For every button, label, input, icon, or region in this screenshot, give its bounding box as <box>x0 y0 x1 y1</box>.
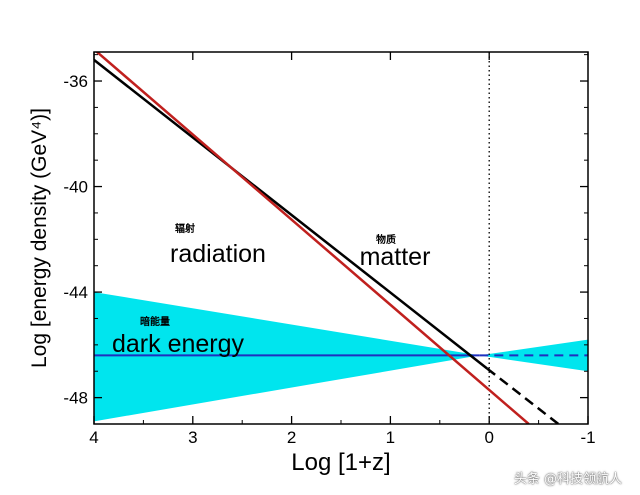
y-tick-label: -36 <box>63 72 88 91</box>
x-tick-label: 0 <box>484 428 493 447</box>
y-tick-label: -44 <box>63 283 88 302</box>
x-tick-label: 3 <box>188 428 197 447</box>
x-tick-label: 1 <box>386 428 395 447</box>
x-tick-label: 2 <box>287 428 296 447</box>
annotation-cn-matter: 物质 <box>376 233 396 246</box>
x-tick-label: 4 <box>89 428 98 447</box>
axes: 4 3 2 1 0 -1 -36 -40 -44 -48 Log [1+z] Log [energy … <box>28 51 596 476</box>
matter-line <box>94 58 488 370</box>
annotation-matter: matter <box>360 243 431 271</box>
plot-content <box>94 52 588 424</box>
dark-energy-band <box>94 292 588 422</box>
y-axis-label: Log [energy density (GeV⁴)] <box>28 108 51 368</box>
plot-area <box>94 52 588 424</box>
radiation-line <box>95 52 530 424</box>
y-tick-label: -48 <box>63 389 88 408</box>
y-tick-label: -40 <box>63 178 88 197</box>
x-tick-label: -1 <box>580 428 595 447</box>
x-axis-label: Log [1+z] <box>291 449 390 476</box>
annotation-radiation: radiation <box>170 240 266 268</box>
annotation-cn-radiation: 辐射 <box>175 222 195 235</box>
annotation-cn-dark-energy: 暗能量 <box>140 315 170 328</box>
annotation-dark-energy: dark energy <box>112 330 245 358</box>
watermark: 头条 @科技领航人 <box>513 472 622 487</box>
